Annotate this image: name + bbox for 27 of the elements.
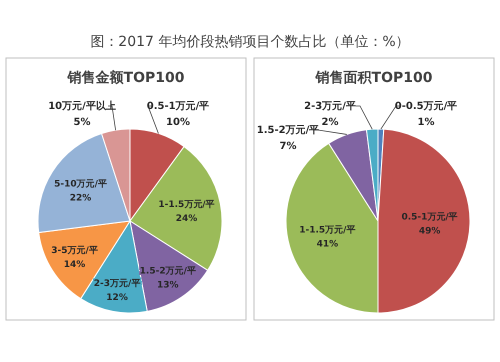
- data-label: 24%: [176, 214, 198, 224]
- slice-label: 2-3万元/平: [94, 278, 140, 289]
- slice-label: 2-3万元/平: [304, 100, 356, 112]
- data-label: 2%: [322, 117, 338, 128]
- data-label: 1%: [418, 117, 434, 128]
- data-label: 12%: [106, 292, 128, 303]
- data-label: 7%: [280, 141, 296, 152]
- text: 图：2017 年均价段热销项目个数占比（单位：%）: [90, 34, 410, 50]
- data-label: 49%: [418, 226, 440, 237]
- chart-subtitle: 销售面积TOP100: [314, 70, 433, 86]
- slice-label: 5-10万元/平: [54, 178, 107, 190]
- data-label: 41%: [316, 240, 338, 250]
- data-label: 5%: [74, 117, 90, 128]
- data-label: 14%: [64, 260, 86, 270]
- slice-label: 10万元/平以上: [48, 100, 116, 112]
- chart-subtitle: 销售金额TOP100: [66, 69, 185, 86]
- slice-label: 3-5万元/平: [51, 245, 98, 256]
- slice-label: 1-1.5万元/平: [158, 199, 215, 210]
- data-label: 22%: [70, 194, 92, 204]
- slice-label: 0.5-1万元/平: [401, 212, 458, 223]
- slice-label: 1.5-2万元/平: [256, 124, 320, 136]
- slice-label: 0-0.5万元/平: [394, 100, 458, 112]
- data-label: 13%: [157, 280, 179, 291]
- data-label: 10%: [166, 117, 190, 128]
- slice-label: 1-1.5万元/平: [299, 224, 356, 236]
- slice-label: 1.5-2万元/平: [140, 266, 196, 277]
- slice-label: 0.5-1万元/平: [146, 100, 210, 112]
